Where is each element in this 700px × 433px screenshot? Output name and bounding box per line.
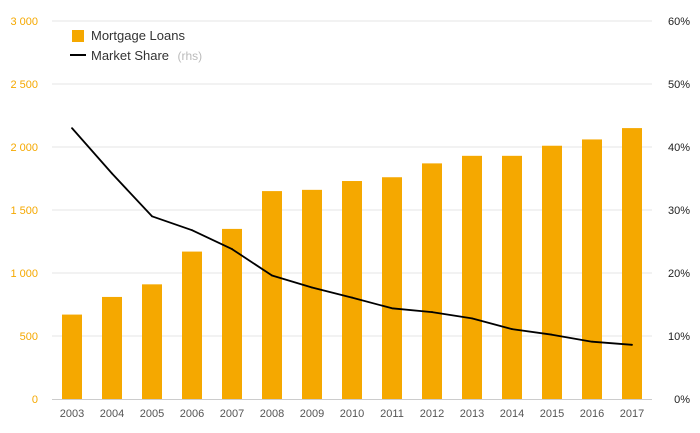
x-axis-tick-label: 2017 xyxy=(620,408,644,420)
x-axis-tick-label: 2012 xyxy=(420,408,444,420)
market-share-point-2005 xyxy=(151,215,153,218)
bar-series-mortgage-loans xyxy=(62,128,642,399)
x-axis-tick-label: 2006 xyxy=(180,408,204,420)
bar-2015 xyxy=(542,145,562,399)
market-share-point-2016 xyxy=(591,340,593,343)
bar-2016 xyxy=(582,139,602,399)
right-axis-ticks: 0% 10% 20% 30% 40% 50% 60% xyxy=(668,16,690,406)
market-share-point-2004 xyxy=(111,172,113,175)
bar-2012 xyxy=(422,163,442,399)
market-share-point-2008 xyxy=(271,274,273,277)
bar-2009 xyxy=(302,189,322,399)
market-share-point-2017 xyxy=(631,343,633,346)
right-axis-tick-label: 0% xyxy=(674,394,690,406)
left-axis-tick-label: 2 500 xyxy=(10,79,38,91)
bar-2005 xyxy=(142,284,162,399)
legend-label-mortgage-loans: Mortgage Loans xyxy=(91,28,185,43)
x-axis-tick-label: 2009 xyxy=(300,408,324,420)
left-axis-tick-label: 500 xyxy=(20,331,38,343)
left-axis-ticks: 0 500 1 000 1 500 2 000 2 500 3 000 xyxy=(10,16,38,406)
legend-label-market-share: Market Share (rhs) xyxy=(91,47,202,64)
right-axis-tick-label: 20% xyxy=(668,268,690,280)
bar-2010 xyxy=(342,181,362,399)
left-axis-tick-label: 1 500 xyxy=(10,205,38,217)
bar-2013 xyxy=(462,155,482,399)
x-axis-tick-label: 2004 xyxy=(100,408,124,420)
bar-2011 xyxy=(382,177,402,399)
right-axis-tick-label: 30% xyxy=(668,205,690,217)
x-axis-tick-label: 2013 xyxy=(460,408,484,420)
x-axis-tick-label: 2008 xyxy=(260,408,284,420)
x-axis-tick-label: 2007 xyxy=(220,408,244,420)
market-share-point-2012 xyxy=(431,311,433,313)
market-share-point-2010 xyxy=(351,296,353,299)
bar-2014 xyxy=(502,155,522,399)
market-share-point-2007 xyxy=(231,248,233,250)
left-axis-tick-label: 1 000 xyxy=(10,268,38,280)
legend-swatch-mortgage-loans xyxy=(72,30,84,42)
left-axis-tick-label: 2 000 xyxy=(10,142,38,154)
x-axis-tick-label: 2014 xyxy=(500,408,524,420)
bar-2004 xyxy=(102,296,122,399)
legend: Mortgage Loans Market Share (rhs) xyxy=(70,28,202,64)
right-axis-tick-label: 40% xyxy=(668,142,690,154)
market-share-point-2009 xyxy=(311,286,313,289)
bar-2003 xyxy=(62,314,82,399)
market-share-point-2015 xyxy=(551,333,553,336)
x-axis-tick-label: 2011 xyxy=(380,408,404,420)
market-share-point-2003 xyxy=(71,127,73,129)
market-share-point-2006 xyxy=(191,229,193,232)
legend-label-market-share-text: Market Share xyxy=(91,48,169,63)
bar-2006 xyxy=(182,251,202,399)
x-axis-tick-label: 2010 xyxy=(340,408,364,420)
x-axis-tick-label: 2016 xyxy=(580,408,604,420)
bar-2008 xyxy=(262,191,282,399)
right-axis-tick-label: 10% xyxy=(668,331,690,343)
right-axis-tick-label: 60% xyxy=(668,16,690,28)
x-axis-ticks: 2003 2004 2005 2006 2007 2008 2009 2010 2011 2012… xyxy=(60,408,644,420)
legend-label-market-share-suffix: (rhs) xyxy=(178,49,203,63)
market-share-point-2011 xyxy=(391,307,393,310)
bar-2017 xyxy=(622,128,642,399)
x-axis-tick-label: 2015 xyxy=(540,408,564,420)
right-axis-tick-label: 50% xyxy=(668,79,690,91)
x-axis-tick-label: 2005 xyxy=(140,408,164,420)
market-share-point-2013 xyxy=(471,317,473,320)
bar-2007 xyxy=(222,228,242,399)
left-axis-tick-label: 0 xyxy=(32,394,38,406)
left-axis-tick-label: 3 000 xyxy=(10,16,38,28)
market-share-point-2014 xyxy=(511,328,513,330)
line-series-market-share xyxy=(71,127,633,346)
x-axis-tick-label: 2003 xyxy=(60,408,84,420)
